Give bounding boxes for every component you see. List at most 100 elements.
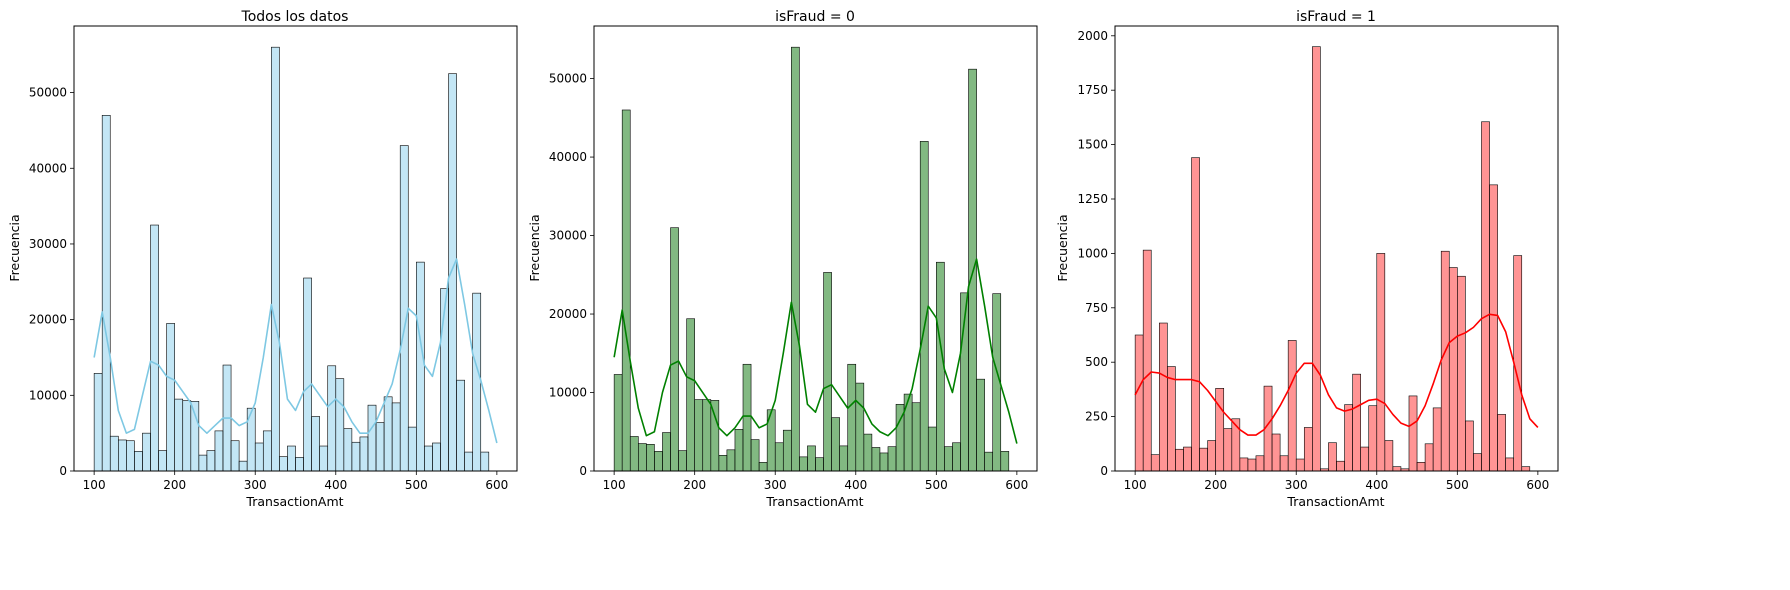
histogram-bar (1481, 121, 1490, 472)
histogram-bar (944, 446, 953, 472)
histogram-bar (456, 379, 465, 472)
x-tick-label: 400 (844, 478, 867, 492)
histogram-bar (1457, 275, 1466, 472)
y-tick-label: 0 (59, 464, 67, 478)
histogram-bar (782, 429, 792, 472)
histogram-bar (855, 382, 865, 472)
x-tick-label: 400 (324, 478, 347, 492)
histogram-bar (1360, 446, 1370, 472)
histogram-bar (134, 451, 143, 472)
x-tick-label: 100 (83, 478, 106, 492)
histogram-bar (1448, 267, 1458, 472)
histogram-bar (927, 426, 937, 472)
histogram-bar (1368, 405, 1378, 472)
x-tick-label: 300 (764, 478, 787, 492)
histogram-bar (911, 402, 921, 472)
panel-isfraud-0: isFraud = 0 100 200 300 400 500 600 0 10000 2000… (527, 9, 1038, 509)
axes-frame (73, 25, 518, 472)
histogram-bar (1175, 448, 1184, 472)
kde-line (93, 258, 498, 444)
histogram-bar (1150, 454, 1160, 472)
x-tick-label: 100 (1124, 478, 1147, 492)
x-tick-label: 200 (1204, 478, 1227, 492)
histogram-bar (1199, 447, 1208, 472)
y-tick-label: 750 (1085, 301, 1108, 315)
histogram-bar (1376, 253, 1386, 472)
y-axis-label: Frecuencia (527, 214, 542, 281)
histogram-bar (254, 442, 264, 472)
histogram-bar (952, 442, 961, 472)
histogram-bar (150, 224, 159, 472)
histogram-bar (1408, 395, 1418, 472)
x-tick-label: 600 (1526, 478, 1549, 492)
histogram-bar (190, 401, 200, 472)
histogram-bar (1489, 184, 1498, 472)
axes-frame (593, 25, 1038, 472)
histogram-bar (791, 46, 800, 472)
histogram-bar (1159, 322, 1168, 472)
y-tick-label: 0 (1100, 464, 1108, 478)
histogram-bar (367, 404, 377, 472)
histogram-bar (118, 439, 127, 472)
histogram-bar (1465, 420, 1474, 472)
histogram-bar (319, 445, 329, 472)
x-axis-label: TransactionAmt (765, 494, 863, 509)
histogram-bar (1223, 428, 1233, 472)
x-tick-label: 600 (485, 478, 508, 492)
histogram-bar (1505, 457, 1515, 472)
histogram-bar (887, 446, 897, 472)
y-tick-label: 500 (1085, 355, 1108, 369)
histogram-bar (1328, 442, 1337, 472)
x-axis-label: TransactionAmt (245, 494, 343, 509)
histogram-bar (686, 318, 695, 472)
histogram-bar (976, 378, 985, 472)
y-tick-label: 2000 (1077, 29, 1108, 43)
plot-area (93, 46, 498, 472)
histogram-bar (936, 261, 945, 472)
histogram-bar (774, 442, 784, 472)
tick-layer: 100 200 300 400 500 600 0 10000 20000 30000 40000 5… (29, 86, 509, 492)
histogram-bar (1440, 250, 1450, 472)
histogram-bar (831, 417, 840, 472)
histogram-bar (1215, 388, 1225, 472)
histogram-bar (662, 432, 671, 472)
histogram-bar (1191, 157, 1200, 472)
x-tick-label: 500 (1446, 478, 1469, 492)
histogram-bar (1239, 457, 1249, 472)
x-tick-label: 500 (925, 478, 948, 492)
histogram-bar (646, 444, 655, 472)
y-tick-label: 20000 (549, 307, 587, 321)
tick-layer: 100 200 300 400 500 600 0 250 500 750 1000 1250 1500… (1077, 29, 1549, 492)
histogram-bar (335, 378, 345, 472)
histogram-bar (750, 439, 760, 472)
y-axis-label: Frecuencia (1055, 214, 1070, 281)
x-tick-label: 300 (1285, 478, 1308, 492)
histogram-bar (1134, 334, 1144, 472)
histogram-bar (1142, 249, 1152, 472)
histogram-bar (1432, 407, 1442, 472)
histogram-bar (383, 396, 393, 472)
histogram-bar (126, 440, 135, 472)
y-tick-label: 250 (1085, 410, 1108, 424)
histogram-bar (1473, 453, 1482, 472)
y-tick-label: 10000 (29, 388, 67, 402)
histogram-bar (1295, 458, 1305, 472)
histogram-bar (1416, 461, 1426, 472)
histogram-bar (871, 447, 881, 472)
histogram-bar (1392, 466, 1402, 472)
histogram-bar (1312, 46, 1321, 472)
histogram-bar (1247, 458, 1257, 472)
histogram-bar (198, 454, 208, 472)
histogram-bar (109, 435, 119, 472)
histogram-bar (166, 323, 175, 472)
histogram-bar (654, 451, 663, 472)
histogram-bar (262, 430, 272, 472)
histogram-bar (1424, 443, 1434, 472)
histogram-bar (1167, 366, 1176, 472)
axes-frame (1114, 25, 1559, 472)
histogram-bar (206, 450, 216, 472)
y-tick-label: 1000 (1077, 246, 1108, 260)
y-tick-label: 30000 (549, 229, 587, 243)
x-tick-label: 500 (405, 478, 428, 492)
plot-area (613, 46, 1018, 472)
